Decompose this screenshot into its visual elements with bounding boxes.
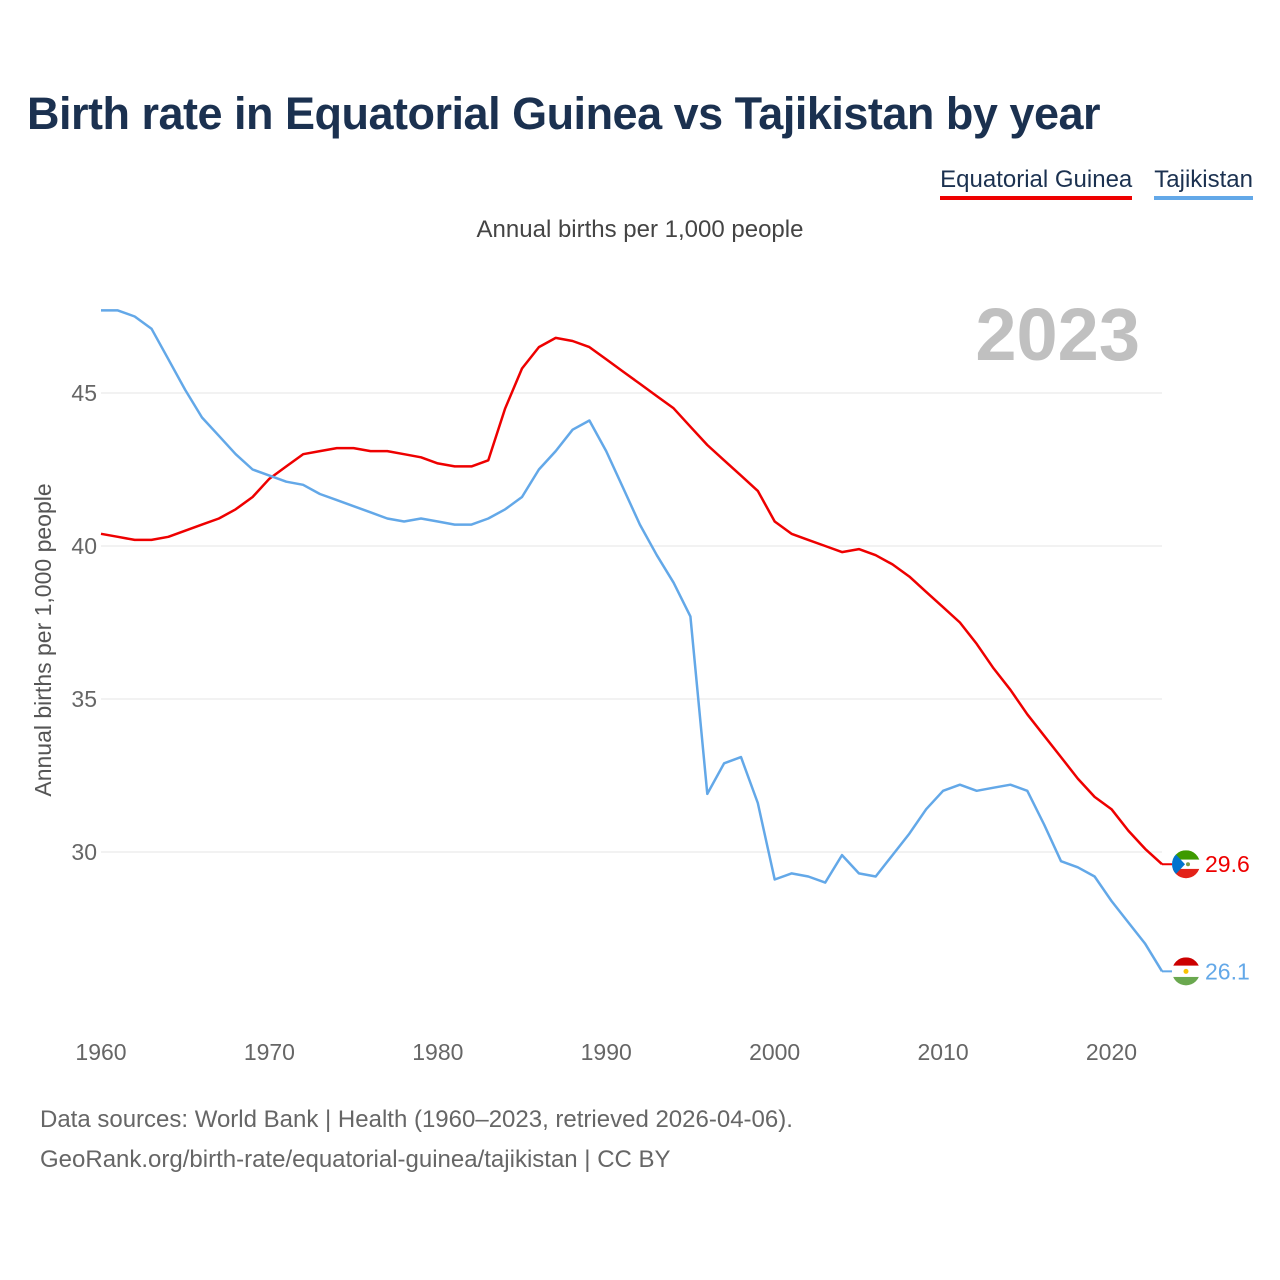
chart-title: Birth rate in Equatorial Guinea vs Tajik… [27,88,1101,139]
equatorial-guinea-flag-icon [1172,850,1200,879]
x-tick-label: 1980 [412,1039,463,1065]
x-tick-label: 1990 [581,1039,632,1065]
y-tick-label: 40 [71,533,97,559]
x-tick-label: 2000 [749,1039,800,1065]
x-tick-label: 2020 [1086,1039,1137,1065]
series-line-tajikistan [101,309,1164,972]
year-label: 2023 [975,293,1140,376]
y-tick-label: 35 [71,686,97,712]
chart-subtitle: Annual births per 1,000 people [476,216,804,243]
legend-item-tajikistan[interactable]: Tajikistan [1154,166,1253,200]
x-tick-label: 2010 [917,1039,968,1065]
x-tick-label: 1970 [244,1039,295,1065]
x-tick-label: 1960 [75,1039,126,1065]
end-value-label: 26.1 [1205,958,1250,984]
data-source-note: Data sources: World Bank | Health (1960–… [40,1106,793,1133]
y-tick-label: 30 [71,839,97,865]
tajikistan-flag-icon [1172,957,1200,986]
series-line-equatorial-guinea [100,336,1163,866]
legend: Equatorial Guinea Tajikistan [940,166,1253,200]
y-axis-label: Annual births per 1,000 people [30,483,56,796]
end-value-label: 29.6 [1205,851,1250,877]
legend-item-equatorial-guinea[interactable]: Equatorial Guinea [940,166,1133,200]
source-url: GeoRank.org/birth-rate/equatorial-guinea… [40,1146,671,1173]
y-tick-label: 45 [71,380,97,406]
